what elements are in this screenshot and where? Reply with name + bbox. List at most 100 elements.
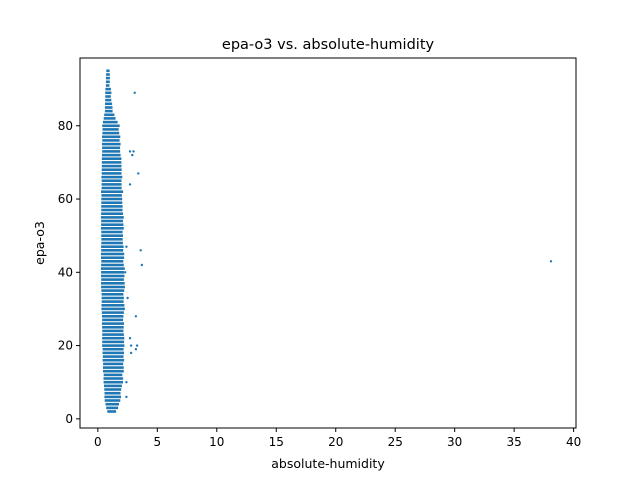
data-point-row (100, 267, 125, 270)
data-point-row (101, 249, 124, 252)
data-point-row (103, 366, 124, 369)
data-point-row (107, 410, 117, 413)
data-point-row (104, 395, 121, 399)
data-point-row (102, 347, 124, 351)
data-point-row (104, 391, 121, 395)
data-point-row (102, 124, 120, 128)
x-tick-label: 0 (94, 435, 102, 449)
data-point-row (104, 388, 122, 391)
x-tick-label: 15 (269, 435, 284, 449)
data-point (140, 263, 144, 267)
data-point (139, 249, 142, 252)
plot-frame (79, 57, 577, 429)
data-point-row (102, 355, 124, 358)
data-point-row (101, 282, 125, 285)
x-tick-label: 25 (388, 435, 403, 449)
data-point-row (101, 241, 123, 245)
data-point-row (101, 142, 121, 146)
data-point-row (101, 197, 123, 201)
data-point-row (102, 329, 124, 333)
y-axis-label: epa-o3 (32, 221, 47, 265)
data-point (128, 183, 132, 186)
data-point-row (101, 183, 122, 186)
data-point-row (101, 219, 123, 223)
data-point-row (102, 318, 124, 322)
data-point-row (101, 293, 124, 296)
data-point-row (101, 238, 123, 241)
data-point-row (101, 168, 122, 171)
data-point-row (101, 322, 124, 325)
data-point-row (102, 315, 124, 318)
data-point-row (103, 369, 124, 373)
data-point-row (102, 131, 120, 135)
data-point-row (103, 117, 116, 120)
x-axis-label: absolute-humidity (271, 456, 385, 471)
data-point (125, 395, 128, 399)
data-point-row (101, 263, 124, 267)
y-tick-label: 60 (58, 192, 73, 206)
data-point-row (102, 344, 125, 347)
data-point-row (101, 274, 125, 278)
data-point-row (101, 179, 122, 182)
data-points (100, 69, 553, 413)
x-tick-label: 40 (566, 435, 581, 449)
data-point-row (101, 304, 125, 307)
data-point-row (102, 135, 121, 139)
data-point-row (104, 109, 113, 113)
data-point-row (101, 300, 124, 303)
data-point (129, 351, 133, 355)
data-point (126, 296, 129, 300)
data-point (125, 245, 128, 248)
data-point (125, 381, 128, 384)
y-tick-label: 0 (65, 412, 73, 426)
data-point-row (104, 113, 115, 117)
data-point-row (101, 256, 125, 259)
data-point (128, 150, 132, 153)
data-point-row (102, 120, 118, 124)
data-point-row (106, 406, 119, 410)
data-point-row (105, 84, 110, 87)
data-point (124, 271, 127, 274)
data-point-row (101, 223, 124, 226)
data-point-row (100, 252, 125, 256)
data-point-row (104, 106, 113, 109)
data-point-row (102, 139, 120, 142)
data-point-row (101, 172, 122, 175)
axis-ticks: 0 5 10 15 20 25 30 35 40 0 20 40 60 80 (58, 119, 582, 449)
data-point-row (104, 384, 122, 388)
x-tick-label: 10 (209, 435, 224, 449)
x-tick-label: 5 (153, 435, 161, 449)
data-point-row (101, 230, 123, 234)
data-point-row (105, 98, 112, 102)
data-point-row (101, 289, 125, 292)
data-point-row (106, 69, 110, 73)
data-point-row (103, 362, 124, 366)
data-point (135, 344, 139, 347)
data-point (131, 153, 134, 157)
data-point-row (101, 208, 123, 212)
x-tick-label: 30 (447, 435, 462, 449)
data-point-row (103, 377, 124, 380)
data-point-row (105, 95, 111, 98)
data-point-row (101, 245, 124, 248)
data-point-row (101, 271, 125, 274)
data-point-row (101, 186, 122, 190)
data-point-row (101, 311, 124, 314)
data-point-row (103, 373, 123, 377)
data-point-row (102, 146, 121, 150)
data-point-row (101, 190, 124, 193)
data-point-row (105, 80, 110, 84)
data-point-row (101, 205, 123, 208)
data-point-row (102, 153, 121, 157)
data-point-row (101, 234, 123, 237)
data-point (137, 172, 140, 175)
y-tick-label: 80 (58, 119, 73, 133)
data-point-row (101, 194, 122, 197)
data-point-row (102, 150, 121, 153)
x-tick-label: 35 (507, 435, 522, 449)
data-point-row (102, 351, 124, 355)
data-point-row (101, 161, 122, 164)
data-point-row (101, 285, 125, 289)
data-point-row (105, 402, 119, 406)
